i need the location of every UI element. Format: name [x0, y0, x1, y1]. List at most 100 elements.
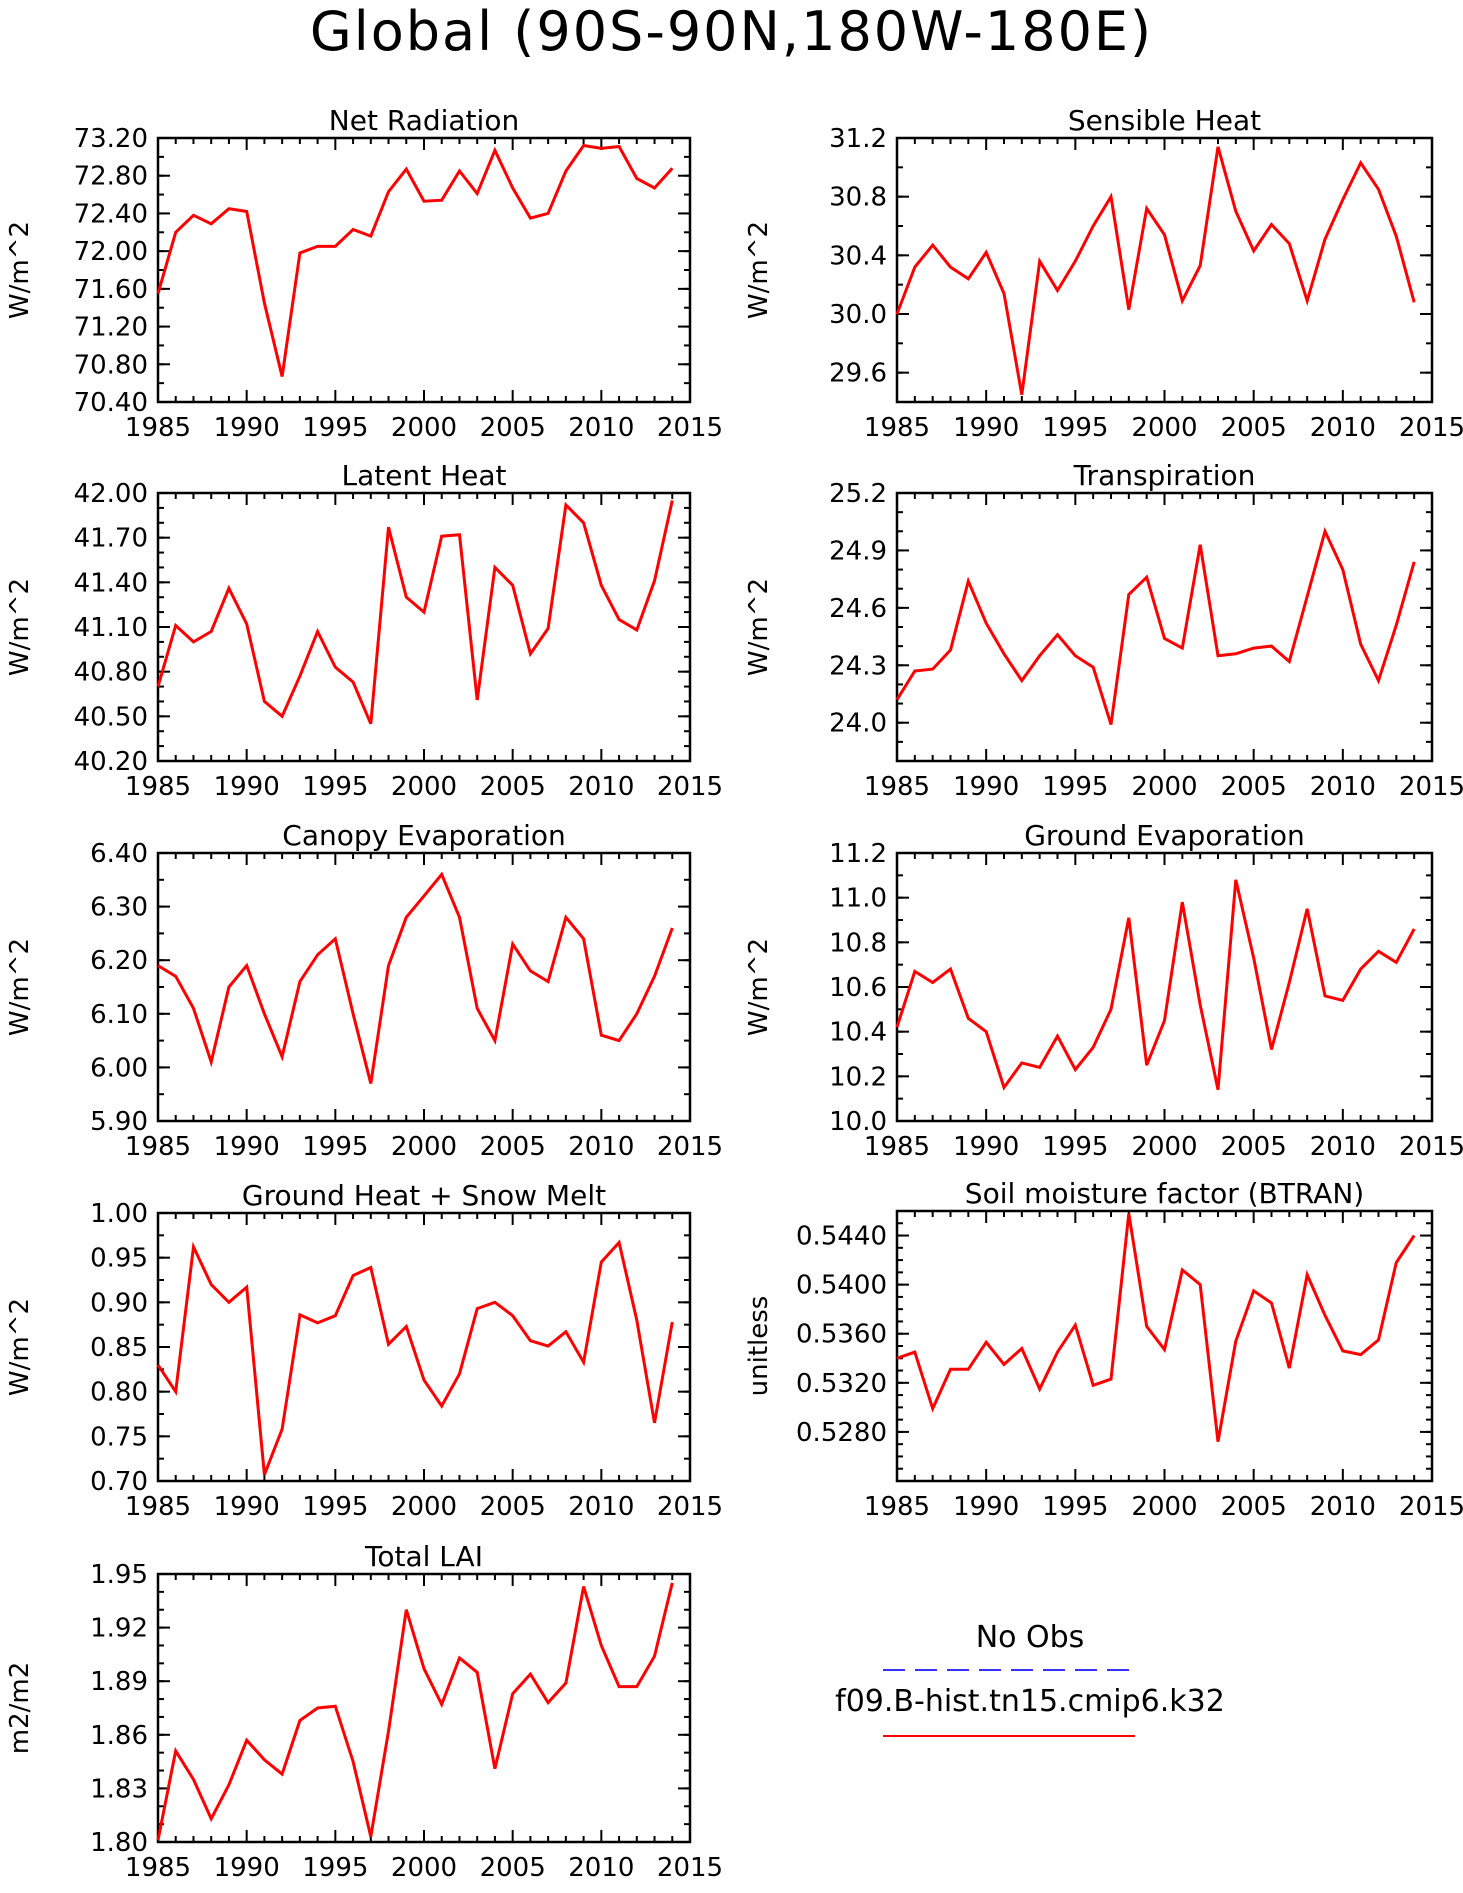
- y-tick-label: 6.40: [90, 839, 148, 869]
- x-tick-label: 1985: [125, 413, 191, 443]
- y-tick-label: 6.30: [90, 893, 148, 923]
- plot-frame: [156, 136, 692, 404]
- x-tick-label: 1990: [214, 413, 280, 443]
- y-tick-label: 1.86: [90, 1721, 148, 1751]
- y-tick-label: 6.10: [90, 1000, 148, 1030]
- x-tick-label: 2015: [657, 772, 723, 802]
- x-tick-label: 2000: [391, 1492, 457, 1522]
- y-tick-label: 29.6: [829, 359, 887, 389]
- chart-title: Soil moisture factor (BTRAN): [965, 1177, 1364, 1210]
- y-tick-label: 0.5320: [796, 1369, 887, 1399]
- x-tick-label: 1990: [214, 1132, 280, 1162]
- y-tick-label: 25.2: [829, 479, 887, 509]
- chart-panel: 1985 1990 1995 2000 2005 2010 2015 24.0 24.3 24.6…: [744, 459, 1463, 802]
- series-line: [156, 500, 674, 725]
- x-tick-label: 1995: [302, 1853, 368, 1883]
- y-tick-label: 0.90: [90, 1288, 148, 1318]
- y-axis-label: W/m^2: [744, 221, 774, 319]
- y-tick-label: 5.90: [90, 1107, 148, 1137]
- chart-panel: 1985 1990 1995 2000 2005 2010 2015 0.70 0.75 0.80…: [5, 1179, 723, 1522]
- x-tick-label: 1995: [1042, 413, 1108, 443]
- x-tick-label: 2005: [480, 1132, 546, 1162]
- x-tick-label: 1995: [1042, 1132, 1108, 1162]
- series-line: [896, 1213, 1416, 1442]
- x-tick-label: 1995: [302, 772, 368, 802]
- y-tick-label: 41.40: [74, 568, 148, 598]
- plot-frame: [156, 851, 692, 1123]
- y-tick-label: 1.95: [90, 1560, 148, 1590]
- y-tick-label: 71.20: [74, 313, 148, 343]
- chart-panel: 1985 1990 1995 2000 2005 2010 2015 1.80 1.83 1.86…: [5, 1540, 723, 1883]
- y-axis-label: W/m^2: [5, 938, 35, 1036]
- y-tick-label: 42.00: [74, 479, 148, 509]
- x-tick-label: 1985: [125, 1492, 191, 1522]
- y-tick-label: 10.0: [829, 1107, 887, 1137]
- chart-title: Latent Heat: [341, 459, 506, 492]
- legend: No Obs f09.B-hist.tn15.cmip6.k32: [780, 1620, 1280, 1760]
- y-tick-label: 24.3: [829, 651, 887, 681]
- series-line: [895, 526, 1416, 726]
- plot-frame: [156, 1572, 692, 1844]
- y-tick-label: 11.2: [829, 839, 887, 869]
- legend-model-swatch: [883, 1735, 1135, 1737]
- y-axis-label: W/m^2: [744, 578, 774, 676]
- x-tick-label: 2005: [480, 1492, 546, 1522]
- x-tick-label: 2015: [657, 1853, 723, 1883]
- series-line: [895, 879, 1416, 1091]
- y-tick-label: 72.40: [74, 199, 148, 229]
- series-line: [156, 1582, 674, 1841]
- y-tick-label: 71.60: [74, 275, 148, 305]
- x-tick-label: 2010: [1310, 413, 1376, 443]
- y-tick-label: 0.5400: [796, 1271, 887, 1301]
- y-tick-label: 6.00: [90, 1053, 148, 1083]
- x-tick-label: 2015: [1399, 413, 1463, 443]
- y-tick-label: 6.20: [90, 946, 148, 976]
- chart-panel: 1985 1990 1995 2000 2005 2010 2015 29.6 30.0 30.4…: [744, 104, 1463, 443]
- y-tick-label: 1.89: [90, 1667, 148, 1697]
- x-tick-label: 2005: [1221, 772, 1287, 802]
- x-tick-label: 1985: [125, 1132, 191, 1162]
- x-tick-label: 2010: [1310, 1132, 1376, 1162]
- x-tick-label: 2005: [480, 772, 546, 802]
- y-tick-label: 31.2: [829, 124, 887, 154]
- x-tick-label: 1985: [864, 772, 930, 802]
- y-tick-label: 0.85: [90, 1333, 148, 1363]
- x-tick-label: 2015: [1399, 772, 1463, 802]
- y-tick-label: 0.5360: [796, 1320, 887, 1350]
- x-tick-label: 1995: [302, 1492, 368, 1522]
- x-tick-label: 1990: [953, 1492, 1019, 1522]
- y-tick-label: 0.95: [90, 1244, 148, 1274]
- x-tick-label: 2000: [391, 1853, 457, 1883]
- chart-title: Net Radiation: [329, 104, 519, 137]
- x-tick-label: 2010: [568, 772, 634, 802]
- y-axis-label: unitless: [744, 1296, 774, 1397]
- x-tick-label: 1985: [864, 1132, 930, 1162]
- page-title: Global (90S-90N,180W-180E): [309, 0, 1154, 63]
- legend-obs-label: No Obs: [975, 1620, 1085, 1655]
- chart-panel: 1985 1990 1995 2000 2005 2010 2015 70.40 70.80 71…: [5, 104, 723, 443]
- y-axis-label: W/m^2: [744, 938, 774, 1036]
- x-tick-label: 2005: [480, 413, 546, 443]
- x-tick-label: 2000: [1131, 1492, 1197, 1522]
- y-tick-label: 72.00: [74, 237, 148, 267]
- y-tick-label: 1.92: [90, 1614, 148, 1644]
- x-tick-label: 2000: [391, 413, 457, 443]
- x-tick-label: 1995: [302, 1132, 368, 1162]
- x-tick-label: 1995: [302, 413, 368, 443]
- x-tick-label: 1985: [864, 1492, 930, 1522]
- chart-title: Ground Evaporation: [1024, 819, 1305, 852]
- x-tick-label: 2000: [1131, 772, 1197, 802]
- y-tick-label: 30.4: [829, 241, 887, 271]
- y-tick-label: 0.75: [90, 1422, 148, 1452]
- chart-title: Sensible Heat: [1068, 104, 1261, 137]
- x-tick-label: 1990: [214, 1853, 280, 1883]
- x-tick-label: 2015: [657, 1132, 723, 1162]
- y-axis-label: m2/m2: [5, 1662, 35, 1755]
- y-tick-label: 24.6: [829, 594, 887, 624]
- x-tick-label: 1985: [125, 1853, 191, 1883]
- y-tick-label: 0.5280: [796, 1418, 887, 1448]
- y-tick-label: 1.80: [90, 1828, 148, 1858]
- series-line: [895, 146, 1416, 395]
- y-tick-label: 41.70: [74, 524, 148, 554]
